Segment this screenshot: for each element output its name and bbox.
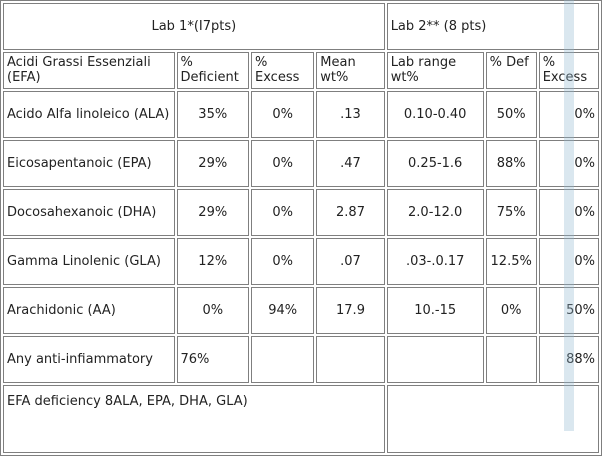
def2-value: 88%: [485, 140, 537, 187]
mean-value: [316, 336, 385, 383]
col-excess: % Excess: [251, 52, 315, 89]
col-excess2: % Excess: [538, 52, 599, 89]
excess-value: 0%: [251, 189, 315, 236]
deficient-value: 35%: [176, 91, 249, 138]
mean-value: .07: [316, 238, 385, 285]
col-efa: Acidi Grassi Essenziali (EFA): [3, 52, 175, 89]
table-row: Gamma Linolenic (GLA) 12% 0% .07 .03-.0.…: [3, 238, 599, 285]
excess2-value: 0%: [538, 189, 599, 236]
range-value: 10.-15: [386, 287, 484, 334]
mean-value: .13: [316, 91, 385, 138]
col-lab-range: Lab range wt%: [386, 52, 484, 89]
range-value: [386, 336, 484, 383]
excess-value: [251, 336, 315, 383]
deficient-value: 29%: [176, 140, 249, 187]
deficient-value: 29%: [176, 189, 249, 236]
def2-value: [485, 336, 537, 383]
efa-name: Gamma Linolenic (GLA): [3, 238, 175, 285]
excess-value: 94%: [251, 287, 315, 334]
excess2-value: 50%: [538, 287, 599, 334]
efa-name: Any anti-infiammatory: [3, 336, 175, 383]
col-deficient: % Deficient: [176, 52, 249, 89]
excess2-value: 88%: [538, 336, 599, 383]
excess-value: 0%: [251, 91, 315, 138]
table-row: Acido Alfa linoleico (ALA) 35% 0% .13 0.…: [3, 91, 599, 138]
excess-value: 0%: [251, 140, 315, 187]
range-value: 2.0-12.0: [386, 189, 484, 236]
footer-row: EFA deficiency 8ALA, EPA, DHA, GLA): [3, 385, 599, 453]
def2-value: 50%: [485, 91, 537, 138]
efa-name: Acido Alfa linoleico (ALA): [3, 91, 175, 138]
deficient-value: 0%: [176, 287, 249, 334]
excess2-value: 0%: [538, 140, 599, 187]
table-row: Arachidonic (AA) 0% 94% 17.9 10.-15 0% 5…: [3, 287, 599, 334]
col-mean: Mean wt%: [316, 52, 385, 89]
table-row: Eicosapentanoic (EPA) 29% 0% .47 0.25-1.…: [3, 140, 599, 187]
mean-value: 2.87: [316, 189, 385, 236]
table-row: Docosahexanoic (DHA) 29% 0% 2.87 2.0-12.…: [3, 189, 599, 236]
def2-value: 12.5%: [485, 238, 537, 285]
column-header-row: Acidi Grassi Essenziali (EFA) % Deficien…: [3, 52, 599, 89]
range-value: 0.10-0.40: [386, 91, 484, 138]
footer-empty-cell: [386, 385, 599, 453]
def2-value: 0%: [485, 287, 537, 334]
range-value: 0.25-1.6: [386, 140, 484, 187]
col-def2: % Def: [485, 52, 537, 89]
mean-value: 17.9: [316, 287, 385, 334]
table-row: Any anti-infiammatory 76% 88%: [3, 336, 599, 383]
efa-name: Docosahexanoic (DHA): [3, 189, 175, 236]
excess-value: 0%: [251, 238, 315, 285]
deficient-value: 76%: [176, 336, 249, 383]
lab2-header: Lab 2** (8 pts): [386, 3, 599, 50]
range-value: .03-.0.17: [386, 238, 484, 285]
lab1-header: Lab 1*(I7pts): [3, 3, 385, 50]
def2-value: 75%: [485, 189, 537, 236]
efa-name: Eicosapentanoic (EPA): [3, 140, 175, 187]
efa-name: Arachidonic (AA): [3, 287, 175, 334]
excess2-value: 0%: [538, 238, 599, 285]
mean-value: .47: [316, 140, 385, 187]
efa-deficiency-note: EFA deficiency 8ALA, EPA, DHA, GLA): [3, 385, 385, 453]
lab-header-row: Lab 1*(I7pts) Lab 2** (8 pts): [3, 3, 599, 50]
deficient-value: 12%: [176, 238, 249, 285]
excess2-value: 0%: [538, 91, 599, 138]
